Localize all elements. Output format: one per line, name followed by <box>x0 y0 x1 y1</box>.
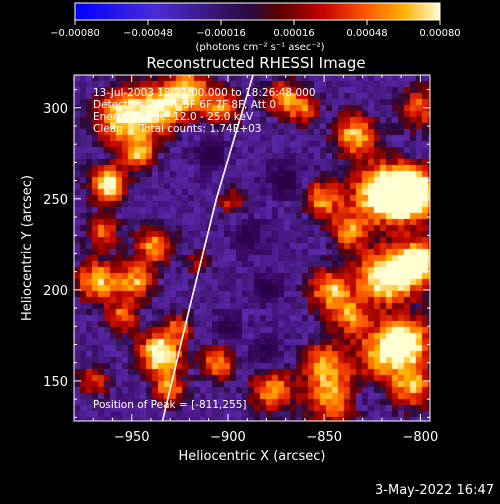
x-axis: −950 −900 −850 −800 <box>73 75 439 445</box>
colorbar-tick-label: −0.00016 <box>196 28 246 39</box>
annotation-energy: Energy Range: 12.0 - 25.0 keV <box>93 111 254 123</box>
x-tick-label: −850 <box>306 430 342 445</box>
y-tick-label: 200 <box>43 284 68 299</box>
colorbar-tick-label: 0.00048 <box>346 28 387 39</box>
chart-title: Reconstructed RHESSI Image <box>146 54 365 72</box>
annotation-peak: Position of Peak = [-811,255] <box>93 399 247 411</box>
x-tick-label: −900 <box>210 430 246 445</box>
x-axis-label: Heliocentric X (arcsec) <box>179 449 326 464</box>
colorbar-tick-label: 0.00080 <box>419 28 460 39</box>
colorbar-tick-label: 0.00016 <box>273 28 314 39</box>
x-tick-label: −950 <box>114 430 150 445</box>
y-tick-label: 300 <box>43 102 68 117</box>
y-tick-label: 150 <box>43 375 68 390</box>
colorbar-tick-label: −0.00080 <box>50 28 100 39</box>
footer-date: 3-May-2022 16:47 <box>375 483 494 498</box>
heatmap-image <box>74 75 430 421</box>
y-axis-label: Heliocentric Y (arcsec) <box>20 175 35 321</box>
annotation-method: Clean Total counts: 1.74E+03 <box>93 123 262 135</box>
colorbar-ticks: −0.00080 −0.00048 −0.00016 0.00016 0.00048 0.… <box>50 20 461 39</box>
y-tick-label: 250 <box>43 193 68 208</box>
plot-frame <box>73 74 431 422</box>
annotation-time: 13-Jul-2003 18:21:00.000 to 18:26:48.000 <box>93 87 316 99</box>
y-axis: 150 200 250 300 <box>43 89 430 418</box>
colorbar: −0.00080 −0.00048 −0.00016 0.00016 0.00048 0.… <box>50 2 461 53</box>
colorbar-gradient <box>74 2 441 21</box>
colorbar-unit-label: (photons cm⁻² s⁻¹ asec⁻²) <box>195 42 324 53</box>
solar-limb-line <box>161 74 254 422</box>
annotation-detectors: Detectors: 3F 4F 5F 6F 7F 8F, Att 0 <box>93 99 276 111</box>
plot-area: 13-Jul-2003 18:21:00.000 to 18:26:48.000… <box>73 74 431 422</box>
colorbar-tick-label: −0.00048 <box>123 28 173 39</box>
x-tick-label: −800 <box>403 430 439 445</box>
